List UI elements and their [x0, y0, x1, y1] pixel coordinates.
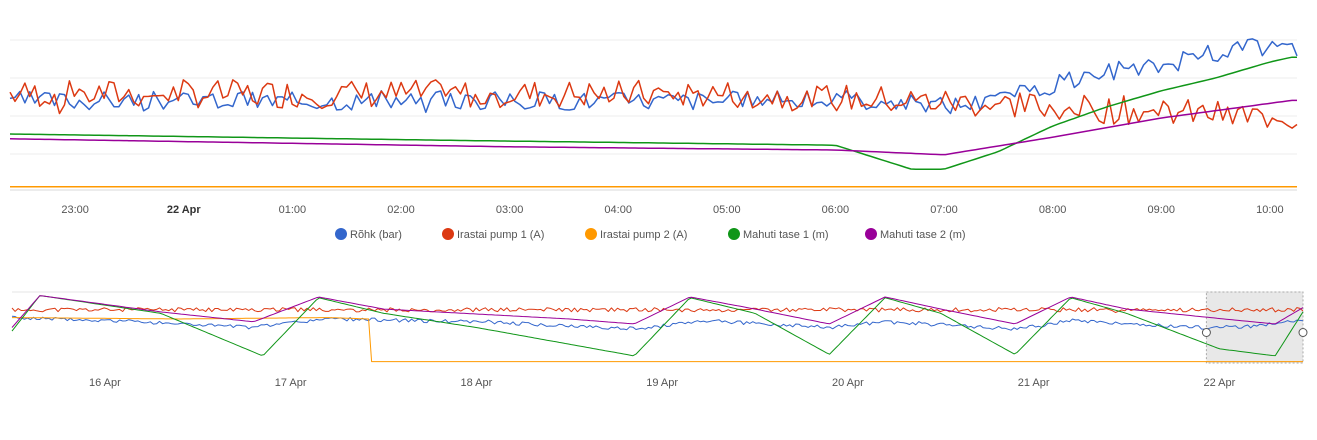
series-line-mahuti-tase-2-m [9, 99, 1297, 156]
x-tick-label: 05:00 [713, 204, 741, 216]
series-line-mahuti-tase-1-m [11, 295, 1304, 357]
x-tick-label: 02:00 [387, 204, 415, 216]
x-tick-label: 23:00 [61, 204, 89, 216]
legend-marker [865, 228, 877, 240]
series-line-r-hk-bar [11, 315, 1304, 331]
legend-label: Irastai pump 1 (A) [457, 229, 544, 241]
series-line-irastai-pump-1-a [11, 307, 1304, 313]
legend-item-r-hk-bar[interactable]: Rõhk (bar) [335, 228, 402, 241]
x-tick-label: 18 Apr [460, 377, 492, 389]
legend-label: Irastai pump 2 (A) [600, 229, 687, 241]
x-tick-label: 21 Apr [1018, 377, 1050, 389]
x-tick-label: 16 Apr [89, 377, 121, 389]
x-tick-label: 19 Apr [646, 377, 678, 389]
x-tick-label: 17 Apr [275, 377, 307, 389]
legend-marker [585, 228, 597, 240]
x-tick-label: 08:00 [1039, 204, 1067, 216]
navigator-plot[interactable]: 16 Apr 17 Apr 18 Apr 19 Apr 20 Apr 21 Apr 22 A… [11, 291, 1308, 389]
x-tick-label: 22 Apr [167, 204, 202, 216]
series-line-mahuti-tase-1-m [9, 56, 1297, 170]
legend-item-mahuti-tase-2-m[interactable]: Mahuti tase 2 (m) [865, 228, 966, 241]
x-tick-label: 07:00 [930, 204, 958, 216]
x-tick-label: 09:00 [1147, 204, 1175, 216]
range-handle-right[interactable] [1298, 328, 1308, 337]
legend-item-irastai-pump-2-a[interactable]: Irastai pump 2 (A) [585, 228, 687, 241]
range-handle-left[interactable] [1201, 328, 1211, 337]
legend: Rõhk (bar) Irastai pump 1 (A) Irastai pump… [335, 228, 966, 241]
legend-label: Mahuti tase 2 (m) [880, 229, 966, 241]
x-tick-label: 04:00 [604, 204, 632, 216]
legend-marker [442, 228, 454, 240]
x-tick-label: 06:00 [822, 204, 850, 216]
main-plot[interactable]: 23:00 22 Apr 01:00 02:00 03:00 04:00 05:00 06:0… [9, 38, 1298, 216]
x-tick-label: 22 Apr [1204, 377, 1236, 389]
legend-item-mahuti-tase-1-m[interactable]: Mahuti tase 1 (m) [728, 228, 829, 241]
series-line-r-hk-bar [9, 38, 1298, 115]
legend-item-irastai-pump-1-a[interactable]: Irastai pump 1 (A) [442, 228, 544, 241]
x-tick-label: 01:00 [279, 204, 307, 216]
legend-marker [335, 228, 347, 240]
legend-label: Rõhk (bar) [350, 229, 402, 241]
legend-marker [728, 228, 740, 240]
x-tick-label: 10:00 [1256, 204, 1284, 216]
series-line-irastai-pump-1-a [9, 79, 1298, 129]
legend-label: Mahuti tase 1 (m) [743, 229, 829, 241]
x-tick-label: 03:00 [496, 204, 524, 216]
x-tick-label: 20 Apr [832, 377, 864, 389]
series-line-mahuti-tase-2-m [11, 295, 1304, 328]
